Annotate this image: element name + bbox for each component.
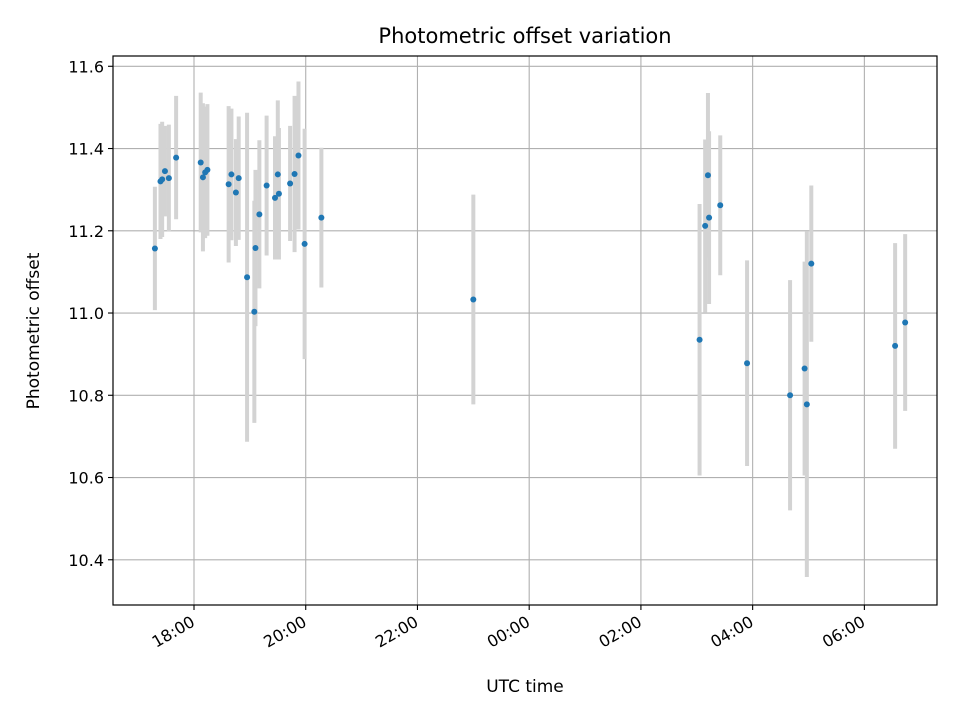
data-point (232, 189, 239, 196)
data-point (228, 171, 235, 178)
data-point (244, 274, 251, 281)
data-point (902, 319, 909, 326)
data-point (702, 222, 709, 229)
y-tick-label: 11.2 (68, 222, 104, 241)
data-points (151, 152, 909, 408)
data-point (706, 214, 713, 221)
y-axis-title: Photometric offset (24, 252, 44, 409)
data-point (275, 190, 282, 197)
data-point (256, 211, 263, 218)
y-tick-label: 11.6 (68, 57, 104, 76)
plot-area-frame (112, 55, 938, 606)
chart-title: Photometric offset variation (378, 24, 671, 48)
data-point (235, 175, 242, 182)
data-point (295, 152, 302, 159)
data-point (252, 245, 259, 252)
x-axis-title: UTC time (486, 677, 564, 697)
data-point (704, 172, 711, 179)
data-point (197, 159, 204, 166)
data-point (787, 392, 794, 399)
data-point (251, 308, 258, 315)
data-point (744, 360, 751, 367)
data-point (287, 180, 294, 187)
data-point (801, 365, 808, 372)
data-point (173, 154, 180, 161)
data-point (272, 194, 279, 201)
y-tick-label: 11.4 (68, 140, 104, 159)
data-point (161, 168, 168, 175)
data-point (696, 336, 703, 343)
data-point (301, 240, 308, 247)
data-point (291, 171, 298, 178)
data-point (803, 401, 810, 408)
data-point (151, 245, 158, 252)
grid-lines (113, 56, 937, 605)
data-point (199, 174, 206, 181)
y-tick-label: 10.4 (68, 551, 104, 570)
data-point (808, 260, 815, 267)
data-point (204, 166, 211, 173)
data-point (892, 342, 899, 349)
y-axis-ticks: 10.4 10.6 10.8 11.0 11.2 11.4 11.6 (68, 57, 113, 570)
data-point (470, 296, 477, 303)
data-point (225, 181, 232, 188)
y-tick-label: 10.6 (68, 469, 104, 488)
data-point (318, 214, 325, 221)
y-tick-label: 11.0 (68, 304, 104, 323)
data-point (263, 182, 270, 189)
data-point (165, 175, 172, 182)
data-point (159, 176, 166, 183)
data-point (717, 202, 724, 209)
data-point (274, 171, 281, 178)
y-tick-label: 10.8 (68, 386, 104, 405)
